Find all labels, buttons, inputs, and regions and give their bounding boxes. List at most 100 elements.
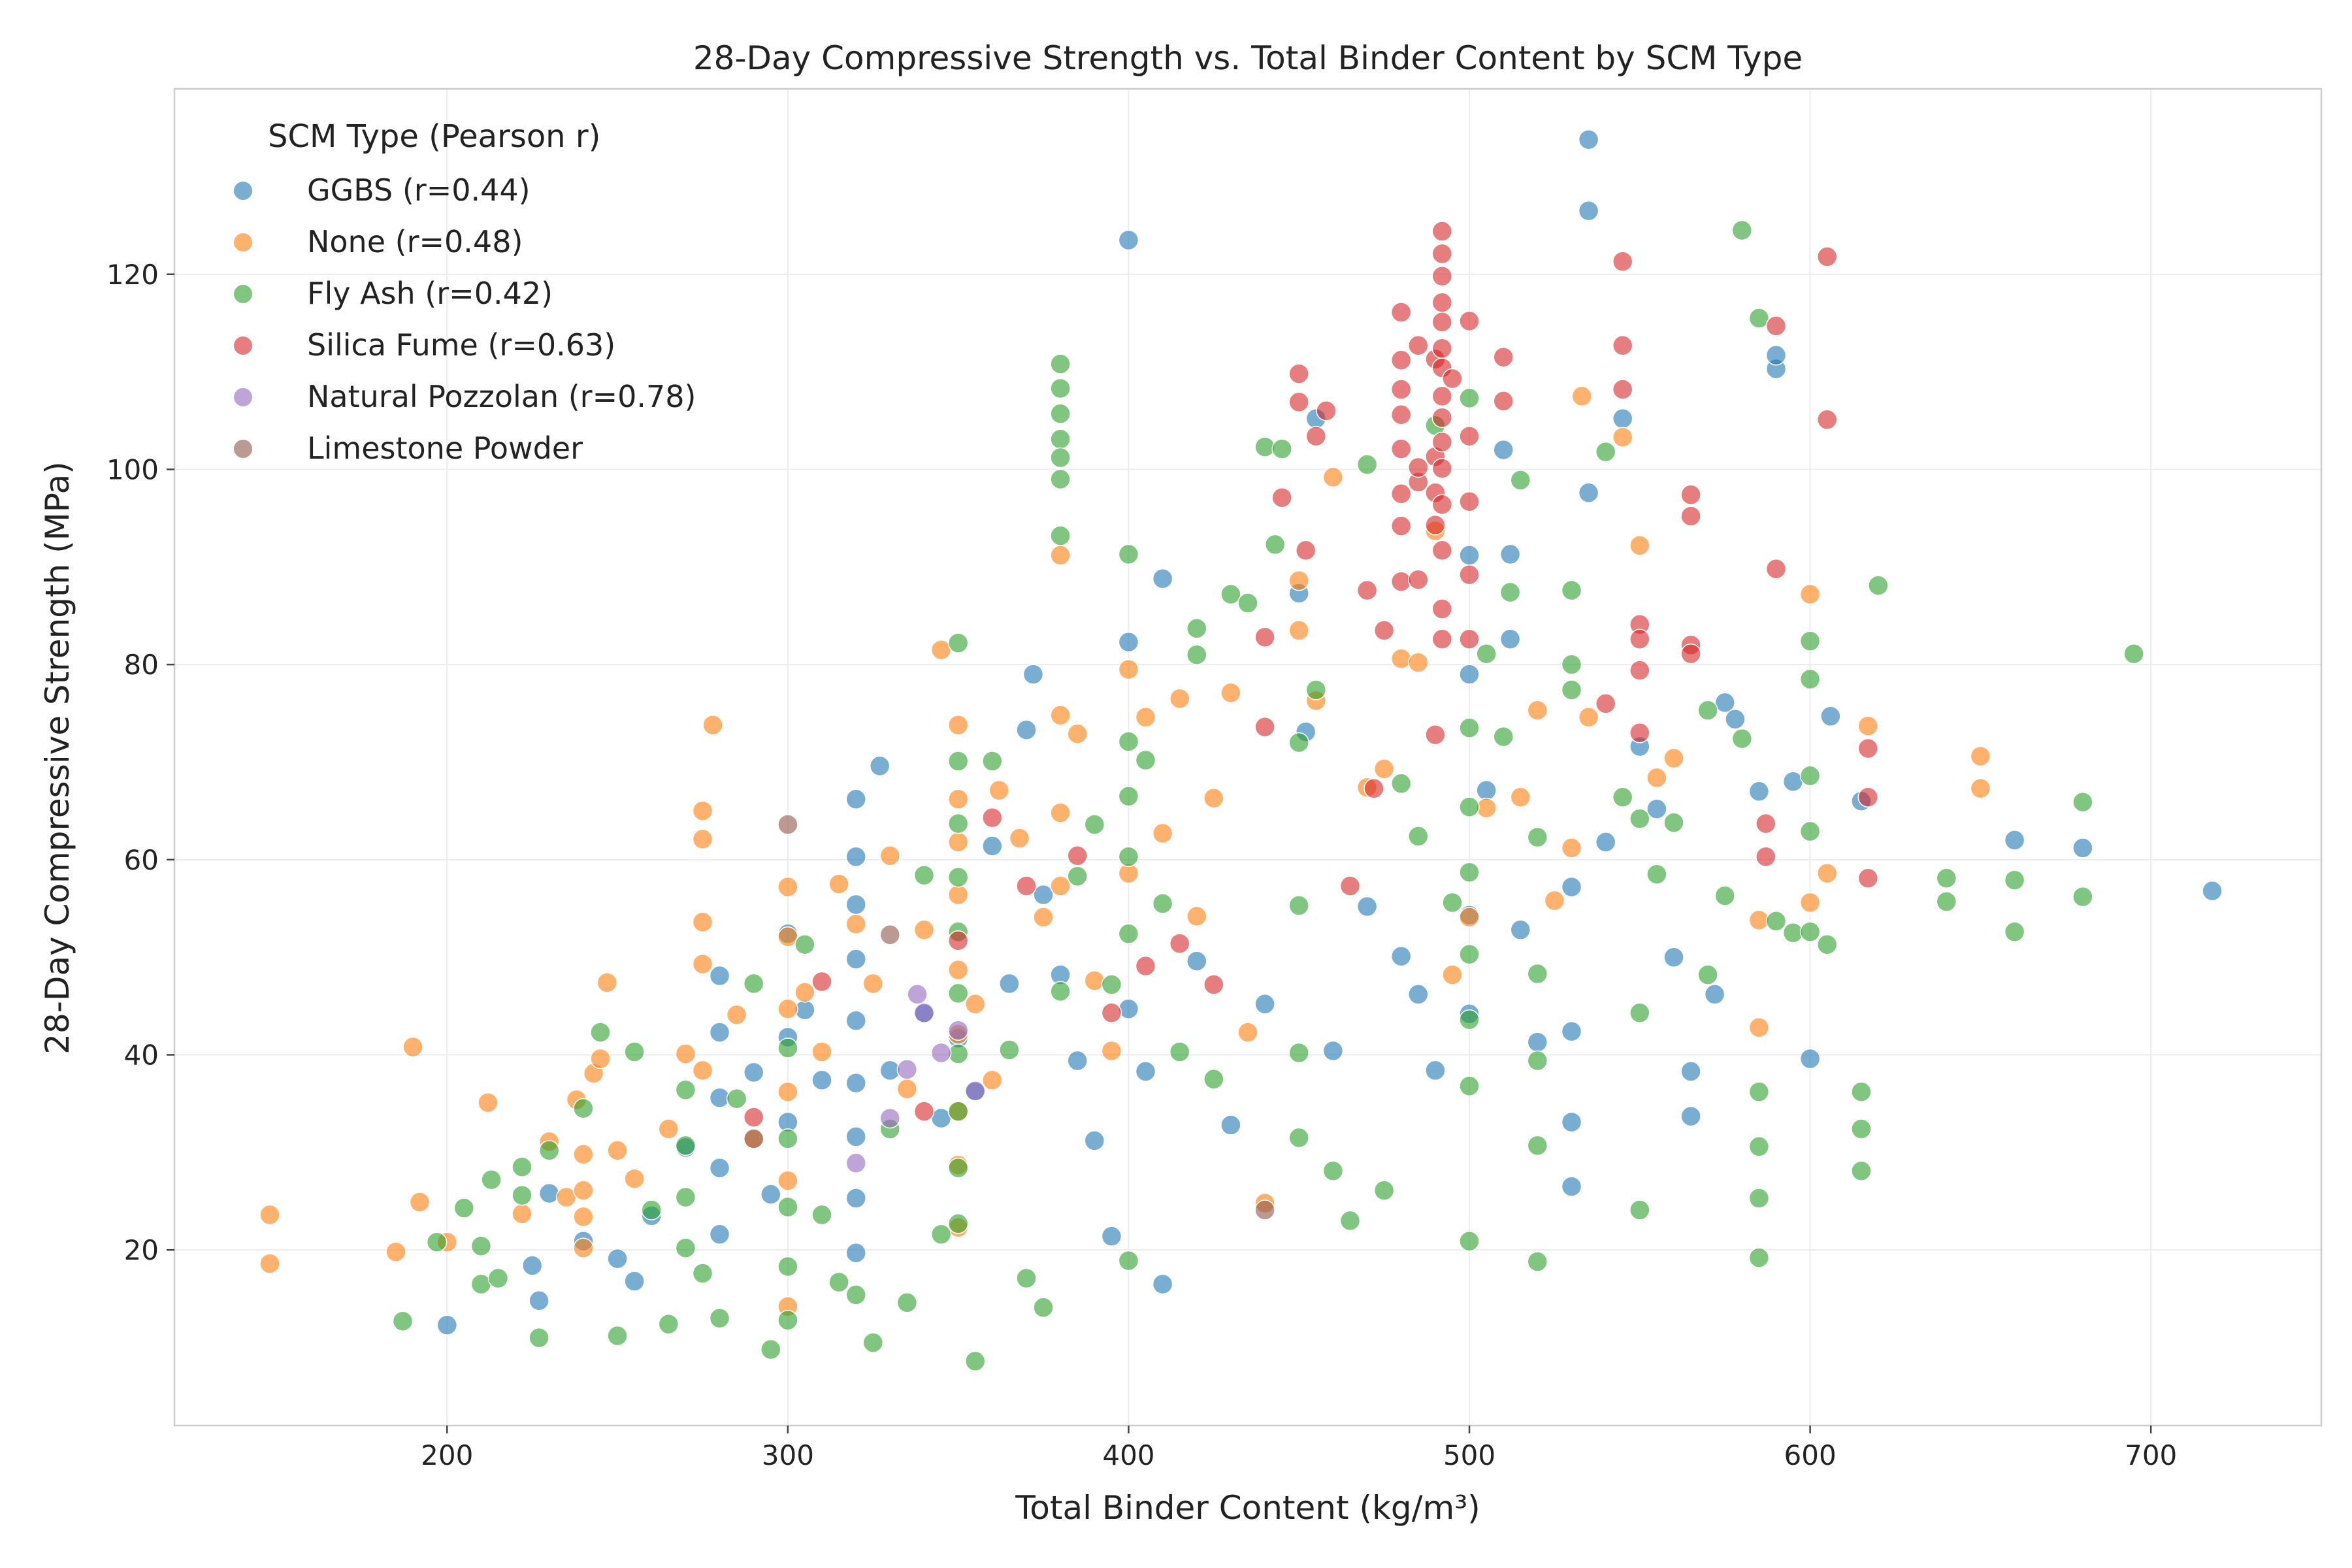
point-fly-ash: [675, 1079, 696, 1101]
point-fly-ash: [1459, 943, 1480, 965]
point-fly-ash: [1186, 618, 1207, 639]
point-fly-ash: [777, 1309, 798, 1331]
point-none: [1288, 620, 1309, 641]
x-tick-label: 200: [421, 1439, 473, 1471]
y-tick-label: 100: [106, 453, 159, 485]
point-fly-ash: [947, 1213, 969, 1234]
point-fly-ash: [675, 1237, 696, 1258]
point-fly-ash: [1288, 732, 1309, 753]
point-ggbs: [1356, 896, 1378, 917]
point-ggbs: [1425, 1060, 1446, 1081]
point-ggbs: [1254, 994, 1275, 1015]
point-none: [1970, 745, 1991, 767]
point-silica-fume: [1431, 629, 1453, 650]
point-ggbs: [607, 1248, 628, 1269]
point-none: [1322, 466, 1344, 488]
point-fly-ash: [947, 1157, 969, 1179]
point-silica-fume: [1067, 845, 1088, 866]
point-silica-fume: [743, 1107, 764, 1128]
point-fly-ash: [470, 1235, 492, 1256]
point-limestone-powder: [743, 1128, 764, 1149]
point-ggbs: [1578, 200, 1599, 221]
point-fly-ash: [1050, 981, 1071, 1002]
point-fly-ash: [930, 1224, 952, 1245]
point-fly-ash: [1816, 934, 1838, 955]
point-none: [1816, 862, 1838, 884]
point-fly-ash: [1851, 1160, 1872, 1181]
point-fly-ash: [1067, 866, 1088, 887]
point-none: [1009, 828, 1030, 849]
point-ggbs: [436, 1315, 458, 1335]
point-fly-ash: [2004, 921, 2025, 943]
point-ggbs: [845, 1126, 866, 1147]
point-fly-ash: [675, 1186, 696, 1208]
point-ggbs: [1765, 344, 1787, 366]
point-ggbs: [1704, 984, 1725, 1005]
point-fly-ash: [1697, 964, 1718, 985]
point-none: [1373, 759, 1395, 779]
point-silica-fume: [1756, 813, 1776, 834]
point-silica-fume: [1101, 1002, 1122, 1024]
point-fly-ash: [1561, 580, 1582, 601]
legend-marker-fly-ash: [233, 284, 253, 304]
point-silica-fume: [1408, 335, 1429, 356]
point-fly-ash: [1629, 1200, 1650, 1220]
point-fly-ash: [2123, 643, 2144, 664]
point-fly-ash: [1135, 749, 1156, 771]
point-none: [1527, 700, 1548, 721]
point-fly-ash: [1459, 1230, 1480, 1252]
axis-ticks: 200 300 400 500 600 700 20 40 60 80 100 120: [106, 259, 2177, 1471]
point-natural-pozzolan: [879, 1107, 901, 1129]
point-fly-ash: [1442, 892, 1463, 913]
point-ggbs: [1714, 692, 1735, 713]
point-silica-fume: [1390, 302, 1412, 323]
point-none: [1135, 707, 1156, 728]
point-limestone-powder: [1254, 1200, 1275, 1220]
point-none: [879, 845, 901, 866]
y-tick-label: 20: [124, 1234, 159, 1266]
point-silica-fume: [1356, 580, 1378, 601]
point-none: [1084, 970, 1105, 991]
point-silica-fume: [1135, 955, 1156, 977]
point-none: [1152, 823, 1173, 844]
point-ggbs: [709, 1022, 730, 1043]
point-silica-fume: [1431, 312, 1453, 333]
point-silica-fume: [1390, 571, 1412, 592]
point-none: [947, 832, 969, 853]
point-silica-fume: [1857, 868, 1879, 889]
point-fly-ash: [1714, 885, 1735, 906]
point-none: [1033, 907, 1054, 928]
point-fly-ash: [1050, 468, 1071, 490]
point-silica-fume: [1816, 246, 1838, 267]
point-fly-ash: [1050, 429, 1071, 449]
point-silica-fume: [1431, 598, 1453, 619]
point-fly-ash: [726, 1088, 747, 1109]
point-fly-ash: [1254, 436, 1275, 457]
point-none: [947, 714, 969, 736]
point-ggbs: [1118, 998, 1139, 1020]
point-fly-ash: [453, 1198, 475, 1218]
point-ggbs: [529, 1290, 549, 1311]
point-none: [828, 874, 849, 894]
point-fly-ash: [947, 632, 969, 654]
point-silica-fume: [1390, 379, 1412, 400]
point-none: [896, 1079, 918, 1100]
point-ggbs: [1510, 919, 1531, 941]
point-silica-fume: [1271, 487, 1292, 508]
point-none: [1857, 715, 1879, 736]
point-fly-ash: [1748, 1188, 1770, 1209]
point-none: [702, 714, 723, 736]
point-ggbs: [1033, 884, 1054, 906]
point-none: [692, 828, 713, 850]
point-silica-fume: [1431, 292, 1453, 313]
point-fly-ash: [1561, 679, 1582, 700]
point-ggbs: [845, 894, 866, 915]
point-limestone-powder: [879, 924, 901, 945]
point-ggbs: [1646, 798, 1667, 819]
point-ggbs: [624, 1271, 645, 1292]
x-tick-label: 300: [762, 1439, 814, 1471]
point-ggbs: [1561, 1111, 1582, 1133]
legend-entry-ggbs: GGBS (r=0.44): [233, 172, 531, 208]
point-none: [1237, 1022, 1258, 1043]
legend-label-natural-pozzolan: Natural Pozzolan (r=0.78): [307, 379, 696, 414]
